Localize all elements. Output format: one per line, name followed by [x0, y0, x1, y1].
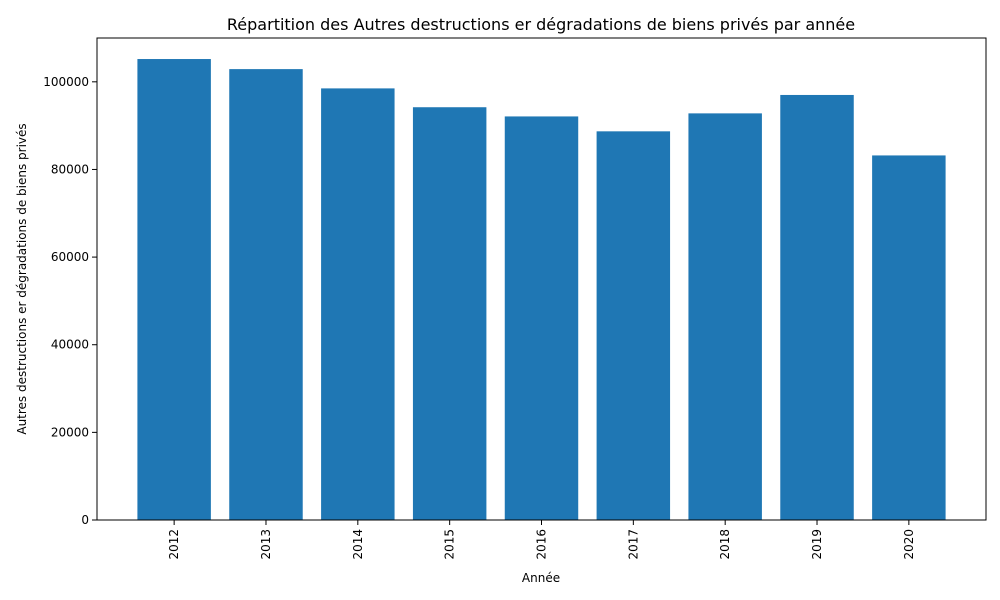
bar-2018	[688, 113, 762, 521]
y-axis-ticks: 0 20000 40000 60000 80000 100000	[43, 75, 97, 527]
bar-2015	[412, 107, 487, 520]
x-tick-label: 2013	[259, 529, 273, 560]
bars-group	[137, 59, 946, 521]
x-tick-label: 2020	[902, 529, 916, 560]
x-tick-label: 2014	[351, 529, 365, 560]
x-axis-label: Année	[522, 571, 560, 585]
x-tick-label: 2016	[535, 529, 549, 560]
y-tick-label: 100000	[43, 75, 89, 89]
x-tick-label: 2012	[167, 529, 181, 560]
y-tick-label: 0	[81, 513, 89, 527]
x-tick-label: 2018	[718, 529, 732, 560]
x-tick-label: 2015	[443, 529, 457, 560]
y-tick-label: 80000	[51, 162, 89, 176]
y-tick-label: 20000	[51, 425, 89, 439]
bar-2019	[780, 94, 854, 521]
bar-2016	[504, 116, 579, 521]
y-tick-label: 40000	[51, 338, 89, 352]
bar-2012	[137, 59, 211, 520]
y-tick-label: 60000	[51, 250, 89, 264]
bar-2013	[229, 69, 303, 521]
bar-2020	[872, 155, 946, 520]
y-axis-label: Autres destructions er dégradations de b…	[15, 123, 29, 434]
chart-title: Répartition des Autres destructions er d…	[227, 15, 855, 34]
x-tick-label: 2017	[626, 529, 640, 560]
x-axis-ticks: 2012 2013 2014 2015 2016 2017 2018 2019 2020	[167, 520, 916, 560]
bar-2014	[321, 88, 395, 520]
plot-area: 0 20000 40000 60000 80000 100000 2012 2013 2014…	[43, 37, 987, 560]
bar-2017	[596, 131, 671, 520]
x-tick-label: 2019	[810, 529, 824, 560]
